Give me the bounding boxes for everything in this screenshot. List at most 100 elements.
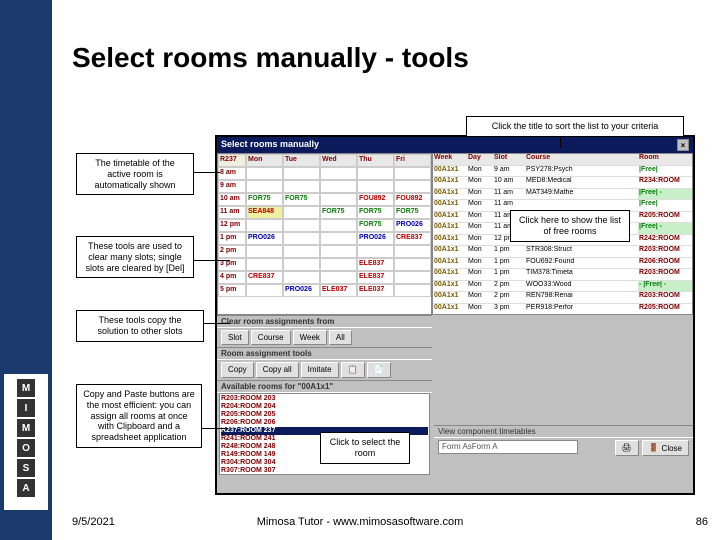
- timetable-time: 4 pm: [218, 271, 246, 284]
- timetable-cell[interactable]: PRO026: [394, 219, 431, 232]
- paste-icon-button[interactable]: 📋: [341, 362, 365, 378]
- list-cell: Mon: [467, 189, 493, 201]
- list-cell: 1 pm: [493, 258, 525, 270]
- timetable-cell[interactable]: [246, 167, 283, 180]
- timetable-day-header[interactable]: Wed: [320, 154, 357, 167]
- timetable-cell[interactable]: [320, 167, 357, 180]
- available-room-item[interactable]: R206:ROOM 206: [221, 419, 428, 427]
- timetable-cell[interactable]: [283, 219, 320, 232]
- timetable-cell[interactable]: [283, 206, 320, 219]
- timetable-cell[interactable]: [246, 219, 283, 232]
- timetable-cell[interactable]: [320, 193, 357, 206]
- timetable-day-header[interactable]: Mon: [246, 154, 283, 167]
- list-row[interactable]: 00A1x1Mon2 pmREN798:RenaiR203:ROOM: [433, 292, 692, 304]
- callout-clear-tools: These tools are used to clear many slots…: [76, 236, 194, 278]
- timetable-cell[interactable]: FOU892: [357, 193, 394, 206]
- list-header-course[interactable]: Course: [525, 154, 638, 166]
- timetable-cell[interactable]: [283, 232, 320, 245]
- tools-button-row: Copy Copy all Imitate 📋 📄: [217, 360, 432, 380]
- close-button[interactable]: 🚪Close: [642, 440, 689, 456]
- timetable-cell[interactable]: [394, 245, 431, 258]
- form-view-dropdown[interactable]: Form AsForm A: [438, 440, 578, 454]
- available-room-item[interactable]: R204:ROOM 204: [221, 403, 428, 411]
- timetable-cell[interactable]: ELE037: [357, 284, 394, 297]
- timetable-cell[interactable]: [320, 271, 357, 284]
- list-header-week[interactable]: Week: [433, 154, 467, 166]
- timetable-cell[interactable]: FOR75: [357, 219, 394, 232]
- list-row[interactable]: 00A1x1Mon11 amMAT349:Mathe|Free| -: [433, 189, 692, 201]
- list-cell: 00A1x1: [433, 281, 467, 293]
- close-icon[interactable]: ×: [677, 139, 689, 151]
- clear-all-button[interactable]: All: [329, 330, 352, 345]
- timetable-cell[interactable]: [394, 167, 431, 180]
- timetable-cell[interactable]: [357, 245, 394, 258]
- timetable-cell[interactable]: FOR75: [357, 206, 394, 219]
- callout-line: [194, 260, 230, 261]
- timetable-cell[interactable]: FOU892: [394, 193, 431, 206]
- timetable-cell[interactable]: [283, 245, 320, 258]
- timetable-cell[interactable]: FOR75: [283, 193, 320, 206]
- list-header-slot[interactable]: Slot: [493, 154, 525, 166]
- available-room-item[interactable]: R205:ROOM 205: [221, 411, 428, 419]
- timetable-cell[interactable]: [357, 180, 394, 193]
- timetable-cell[interactable]: ELE837: [357, 271, 394, 284]
- imitate-button[interactable]: Imitate: [301, 362, 339, 378]
- list-cell: Mon: [467, 235, 493, 247]
- available-room-item[interactable]: R307:ROOM 307: [221, 467, 428, 475]
- timetable-day-header[interactable]: Thu: [357, 154, 394, 167]
- timetable-cell[interactable]: [283, 180, 320, 193]
- timetable-cell[interactable]: [357, 167, 394, 180]
- clear-slot-button[interactable]: Slot: [221, 330, 249, 345]
- timetable-cell[interactable]: [394, 258, 431, 271]
- timetable-cell[interactable]: [283, 271, 320, 284]
- timetable-day-header[interactable]: Fri: [394, 154, 431, 167]
- timetable-cell[interactable]: [246, 180, 283, 193]
- timetable-cell[interactable]: [246, 258, 283, 271]
- print-button[interactable]: 🖨: [615, 440, 639, 456]
- list-row[interactable]: 00A1x1Mon10 amMED8:MedicalR234:ROOM: [433, 177, 692, 189]
- list-row[interactable]: 00A1x1Mon1 pmSTR308:StructR203:ROOM: [433, 246, 692, 258]
- timetable-cell[interactable]: CRE837: [394, 232, 431, 245]
- timetable-cell[interactable]: [246, 284, 283, 297]
- list-row[interactable]: 00A1x1Mon9 amPSY278:Psych|Free|: [433, 166, 692, 178]
- timetable-cell[interactable]: [320, 180, 357, 193]
- timetable-cell[interactable]: [394, 180, 431, 193]
- timetable-cell[interactable]: ELE837: [357, 258, 394, 271]
- list-row[interactable]: 00A1x1Mon3 pmPER918:PerforR205:ROOM: [433, 304, 692, 316]
- clear-course-button[interactable]: Course: [251, 330, 291, 345]
- copy-all-button[interactable]: Copy all: [256, 362, 299, 378]
- timetable-cell[interactable]: FOR75: [320, 206, 357, 219]
- timetable-cell[interactable]: [394, 271, 431, 284]
- list-row[interactable]: 00A1x1Mon2 pmWOO33:Wood- |Free| -: [433, 281, 692, 293]
- list-cell: 00A1x1: [433, 292, 467, 304]
- timetable-cell[interactable]: [320, 245, 357, 258]
- timetable-cell[interactable]: SEA848: [246, 206, 283, 219]
- timetable-room-header[interactable]: R237: [218, 154, 246, 167]
- timetable-cell[interactable]: FOR75: [246, 193, 283, 206]
- timetable-cell[interactable]: PRO026: [283, 284, 320, 297]
- list-header-room[interactable]: Room: [638, 154, 692, 166]
- timetable-cell[interactable]: PRO026: [357, 232, 394, 245]
- list-row[interactable]: 00A1x1Mon1 pmTIM378:TimetaR203:ROOM: [433, 269, 692, 281]
- list-row[interactable]: 00A1x1Mon1 pmFOU692:FoundR206:ROOM: [433, 258, 692, 270]
- timetable-cell[interactable]: [246, 245, 283, 258]
- copy-icon-button[interactable]: 📄: [367, 362, 391, 378]
- list-cell: 9 am: [493, 166, 525, 178]
- clear-week-button[interactable]: Week: [293, 330, 327, 345]
- timetable-cell[interactable]: FOR75: [394, 206, 431, 219]
- timetable-cell[interactable]: ELE037: [320, 284, 357, 297]
- timetable-cell[interactable]: [320, 219, 357, 232]
- list-cell: MED8:Medical: [525, 177, 638, 189]
- list-cell: R206:ROOM: [638, 258, 692, 270]
- timetable-cell[interactable]: CRE837: [246, 271, 283, 284]
- timetable-cell[interactable]: [320, 232, 357, 245]
- timetable-cell[interactable]: [320, 258, 357, 271]
- timetable-cell[interactable]: [394, 284, 431, 297]
- list-header-day[interactable]: Day: [467, 154, 493, 166]
- timetable-cell[interactable]: PRO026: [246, 232, 283, 245]
- available-room-item[interactable]: R203:ROOM 203: [221, 395, 428, 403]
- copy-button[interactable]: Copy: [221, 362, 254, 378]
- timetable-cell[interactable]: [283, 167, 320, 180]
- timetable-cell[interactable]: [283, 258, 320, 271]
- timetable-day-header[interactable]: Tue: [283, 154, 320, 167]
